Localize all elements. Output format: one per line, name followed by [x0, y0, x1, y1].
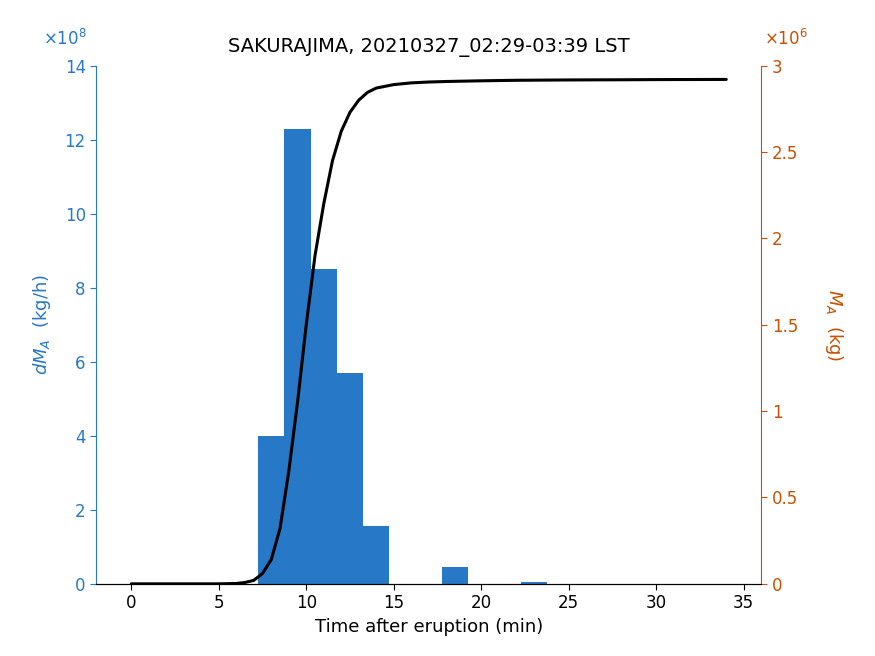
Bar — [337, 373, 363, 584]
Title: SAKURAJIMA, 20210327_02:29-03:39 LST: SAKURAJIMA, 20210327_02:29-03:39 LST — [228, 37, 630, 56]
X-axis label: Time after eruption (min): Time after eruption (min) — [315, 618, 542, 636]
Bar — [363, 527, 389, 584]
Bar — [284, 129, 311, 584]
Bar — [258, 436, 284, 584]
Bar — [521, 582, 547, 584]
Text: $\times 10^6$: $\times 10^6$ — [764, 29, 808, 49]
Bar — [442, 567, 468, 584]
Bar — [311, 269, 337, 584]
Text: $\times 10^8$: $\times 10^8$ — [44, 29, 88, 49]
Y-axis label: $M_A$  (kg): $M_A$ (kg) — [823, 289, 845, 361]
Y-axis label: $dM_A$  (kg/h): $dM_A$ (kg/h) — [31, 274, 53, 375]
